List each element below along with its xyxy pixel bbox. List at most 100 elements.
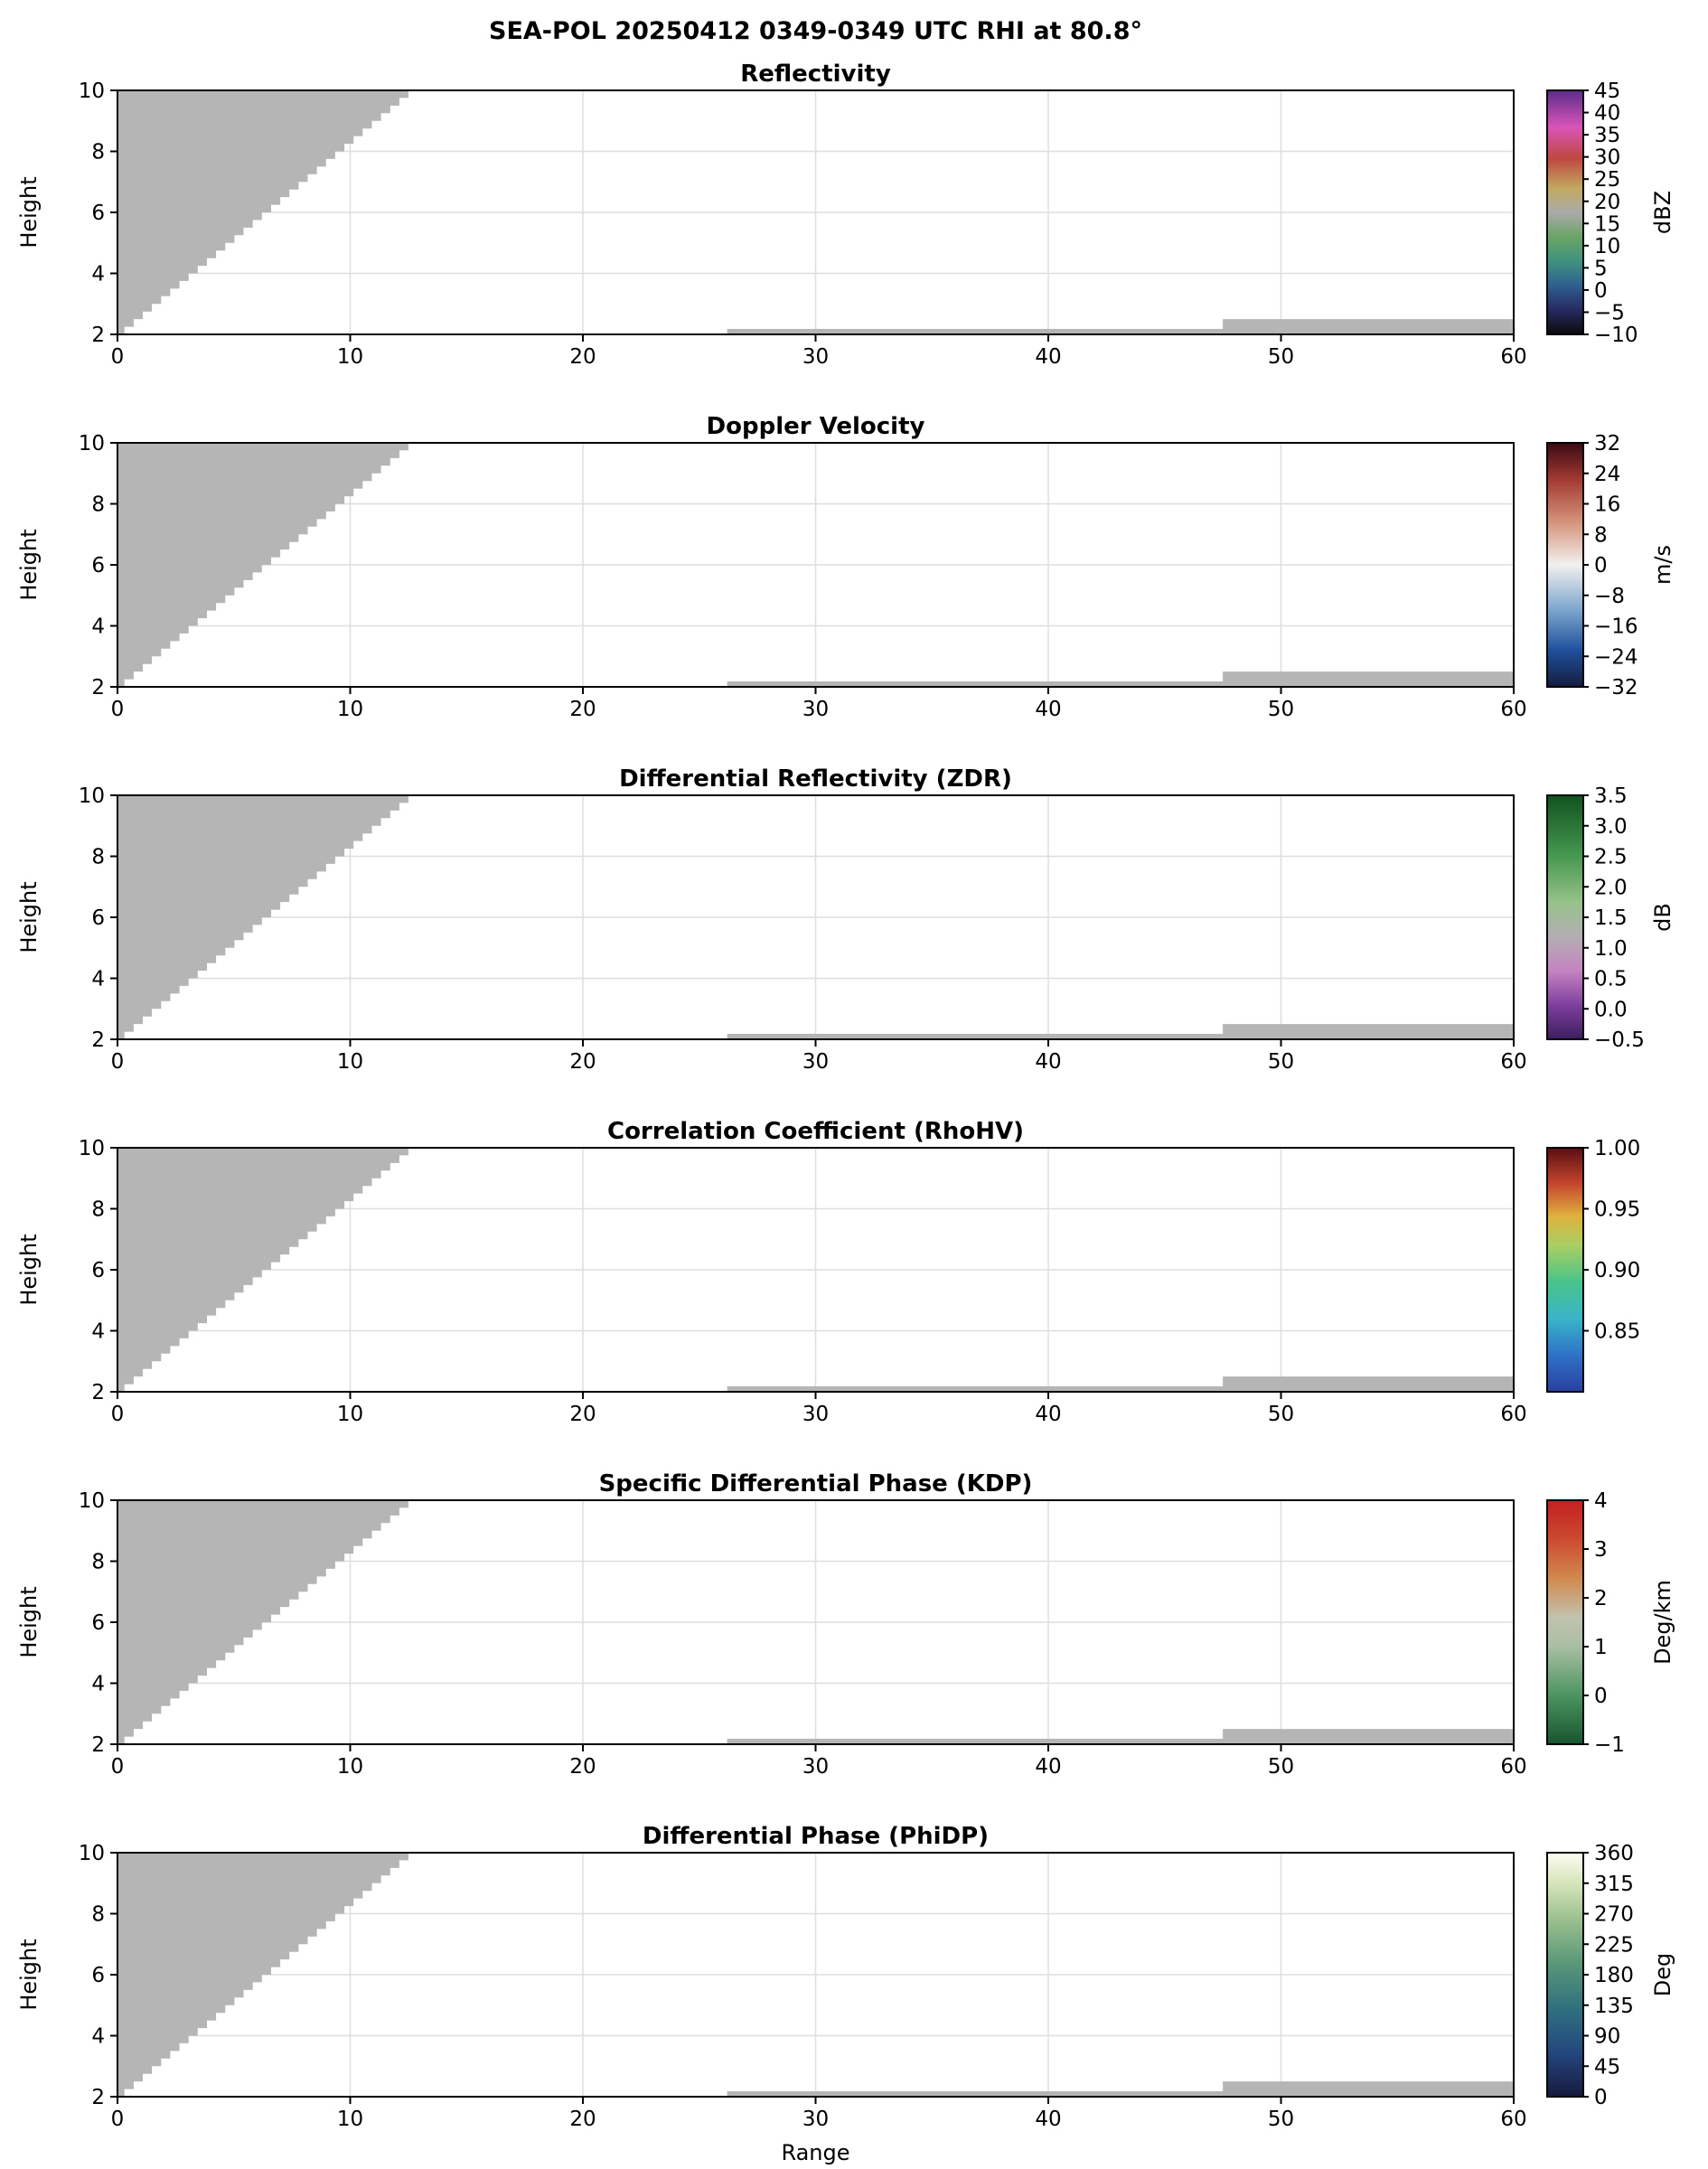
y-axis-label: Height — [16, 529, 42, 600]
y-axis-label: Height — [16, 1234, 42, 1305]
masked-wedge — [117, 443, 418, 687]
colorbar-tick-label: 2.5 — [1594, 846, 1628, 869]
colorbar-unit-label: m/s — [1650, 545, 1675, 585]
colorbar-tick-label: 8 — [1594, 523, 1608, 547]
colorbar-tick-label: 1 — [1594, 1636, 1608, 1659]
y-tick-label: 6 — [91, 202, 105, 225]
colorbar-kdp — [1546, 1499, 1584, 1745]
colorbar-tick-label: 3.5 — [1594, 784, 1628, 808]
colorbar-tick-label: −8 — [1594, 585, 1625, 608]
colorbar-tick-label: 16 — [1594, 493, 1620, 517]
colorbar-tick-label: 5 — [1594, 257, 1608, 280]
x-axis-label: Range — [781, 2140, 849, 2165]
colorbar-tick-label: 15 — [1594, 212, 1620, 236]
x-tick-label: 0 — [111, 698, 125, 721]
x-tick-label: 20 — [569, 1403, 596, 1426]
colorbar-tick-label: 0.85 — [1594, 1320, 1640, 1344]
colorbar-tick-label: 25 — [1594, 168, 1620, 192]
x-tick-label: 40 — [1035, 2108, 1061, 2131]
panel-title-zdr: Differential Reflectivity (ZDR) — [619, 765, 1012, 793]
y-tick-label: 6 — [91, 1964, 105, 1987]
colorbar-unit-label: dB — [1650, 903, 1675, 932]
y-tick-label: 2 — [91, 324, 105, 347]
colorbar-tick-label: 90 — [1594, 2025, 1620, 2049]
panel-title-velocity: Doppler Velocity — [707, 413, 925, 440]
x-tick-label: 20 — [569, 345, 596, 369]
y-tick-label: 4 — [91, 1673, 105, 1696]
colorbar-tick-label: 0.95 — [1594, 1198, 1640, 1222]
x-tick-label: 50 — [1268, 1403, 1294, 1426]
x-tick-label: 30 — [802, 345, 829, 369]
x-tick-label: 50 — [1268, 1050, 1294, 1074]
colorbar-tick-label: 4 — [1594, 1489, 1608, 1513]
y-tick-label: 10 — [79, 1137, 105, 1160]
panel-zdr: Differential Reflectivity (ZDR)0 10 20 30 40… — [16, 765, 1675, 1074]
colorbar-tick-label: 270 — [1594, 1903, 1634, 1927]
x-tick-label: 50 — [1268, 698, 1294, 721]
x-tick-label: 0 — [111, 2108, 125, 2131]
colorbar-tick-label: 3.0 — [1594, 815, 1628, 839]
x-tick-label: 30 — [802, 1403, 829, 1426]
panel-rhohv: Correlation Coefficient (RhoHV)0 10 20 30 40… — [16, 1118, 1640, 1426]
x-tick-label: 20 — [569, 698, 596, 721]
colorbar-tick-label: 1.0 — [1594, 937, 1628, 961]
colorbar-tick-label: 1.00 — [1594, 1137, 1640, 1160]
y-tick-label: 10 — [79, 1489, 105, 1513]
masked-strip — [727, 1385, 1514, 1392]
colorbar-tick-label: 20 — [1594, 191, 1620, 214]
panel-phidp: Differential Phase (PhiDP)0 10 20 30 40 50 602… — [16, 1823, 1675, 2165]
colorbar-tick-label: 0.90 — [1594, 1259, 1640, 1282]
panel-title-kdp: Specific Differential Phase (KDP) — [599, 1470, 1033, 1498]
y-tick-label: 2 — [91, 1733, 105, 1757]
colorbar-tick-label: −32 — [1594, 676, 1638, 700]
masked-wedge — [117, 1148, 418, 1392]
colorbar-tick-label: −5 — [1594, 302, 1625, 325]
colorbar-tick-label: 0 — [1594, 554, 1608, 577]
x-tick-label: 40 — [1035, 1755, 1061, 1779]
masked-wedge — [117, 1853, 418, 2097]
colorbar-tick-label: 135 — [1594, 1995, 1634, 2018]
x-tick-label: 20 — [569, 2108, 596, 2131]
panel-title-reflectivity: Reflectivity — [740, 61, 891, 88]
y-tick-label: 6 — [91, 1611, 105, 1635]
x-tick-label: 40 — [1035, 1403, 1061, 1426]
y-tick-label: 2 — [91, 1028, 105, 1052]
y-tick-label: 8 — [91, 141, 105, 164]
colorbar-tick-label: 40 — [1594, 102, 1620, 126]
colorbar-zdr — [1546, 794, 1584, 1040]
masked-strip — [1223, 1729, 1514, 1744]
x-tick-label: 40 — [1035, 345, 1061, 369]
colorbar-tick-label: 225 — [1594, 1933, 1634, 1957]
x-tick-label: 0 — [111, 345, 125, 369]
x-tick-label: 60 — [1500, 698, 1526, 721]
y-tick-label: 8 — [91, 1551, 105, 1574]
y-tick-label: 10 — [79, 432, 105, 455]
colorbar-tick-label: 2.0 — [1594, 876, 1628, 899]
x-tick-label: 40 — [1035, 1050, 1061, 1074]
colorbar-rhohv — [1546, 1147, 1584, 1393]
x-tick-label: 10 — [337, 698, 363, 721]
colorbar-tick-label: −16 — [1594, 615, 1638, 639]
colorbar-tick-label: 24 — [1594, 463, 1620, 486]
colorbar-tick-label: 0 — [1594, 2086, 1608, 2109]
x-tick-label: 60 — [1500, 1755, 1526, 1779]
masked-wedge — [117, 1500, 418, 1744]
x-tick-label: 30 — [802, 1050, 829, 1074]
colorbar-tick-label: −10 — [1594, 324, 1638, 347]
y-tick-label: 8 — [91, 1903, 105, 1927]
colorbar-reflectivity — [1546, 89, 1584, 335]
colorbar-tick-label: 32 — [1594, 432, 1620, 455]
y-tick-label: 2 — [91, 2086, 105, 2109]
y-tick-label: 10 — [79, 1842, 105, 1865]
y-tick-label: 2 — [91, 1381, 105, 1404]
panels-container: Reflectivity 0 10 20 30 40 50 60 2 4 6 8 10 Height 45 4… — [0, 54, 1708, 2169]
masked-strip — [727, 2090, 1514, 2097]
masked-wedge — [117, 90, 418, 334]
x-tick-label: 10 — [337, 1403, 363, 1426]
colorbar-tick-label: 315 — [1594, 1873, 1634, 1896]
colorbar-tick-label: 45 — [1594, 2055, 1620, 2079]
figure-title: SEA-POL 20250412 0349-0349 UTC RHI at 80… — [489, 17, 1142, 45]
panel-kdp: Specific Differential Phase (KDP)0 10 20 30… — [16, 1470, 1675, 1779]
